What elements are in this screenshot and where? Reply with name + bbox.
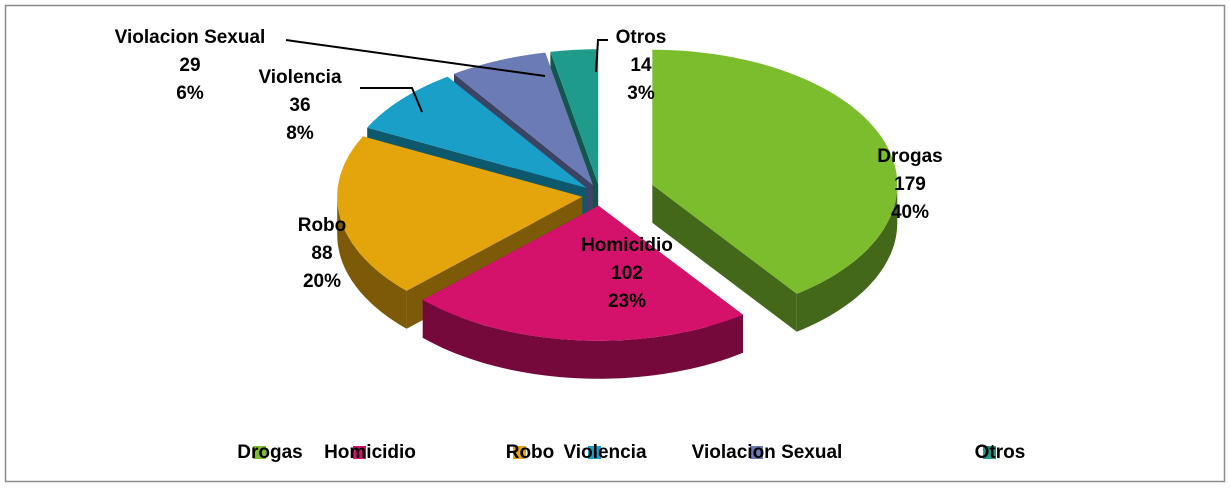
slice-wall xyxy=(422,299,743,379)
slice-side xyxy=(652,184,797,332)
data-label-percent: 23% xyxy=(608,291,646,312)
data-label-name: Drogas xyxy=(877,146,942,167)
slice-wall xyxy=(796,184,898,332)
legend-label: Violencia xyxy=(563,442,647,463)
data-label-name: Otros xyxy=(616,27,667,48)
leader-line xyxy=(595,39,608,73)
slice xyxy=(550,49,599,185)
legend-label: Violacion Sexual xyxy=(692,442,843,463)
data-label-value: 36 xyxy=(289,95,310,116)
data-label-value: 29 xyxy=(179,55,200,76)
legend-label: Drogas xyxy=(237,442,302,463)
data-label-name: Violacion Sexual xyxy=(115,27,266,48)
data-label-name: Violencia xyxy=(258,67,342,88)
slice xyxy=(367,76,587,188)
data-label-percent: 6% xyxy=(176,83,204,104)
slice-wall xyxy=(337,196,407,329)
data-label-value: 88 xyxy=(311,243,332,264)
legend-swatch xyxy=(588,446,601,459)
slice xyxy=(422,205,743,341)
leader-line xyxy=(285,39,546,77)
legend-label: Otros xyxy=(975,442,1026,463)
legend-swatch xyxy=(750,446,763,459)
legend-swatch xyxy=(353,446,366,459)
data-label-name: Homicidio xyxy=(581,235,673,256)
slice xyxy=(454,52,593,186)
data-label-percent: 3% xyxy=(627,83,655,104)
data-label-value: 14 xyxy=(630,55,652,76)
legend-label: Robo xyxy=(506,442,555,463)
data-label-value: 179 xyxy=(894,174,926,195)
slice xyxy=(652,49,898,294)
legend-label: Homicidio xyxy=(324,442,416,463)
data-label-percent: 20% xyxy=(303,271,341,292)
slice xyxy=(337,136,583,291)
data-label-name: Robo xyxy=(298,215,347,236)
legend-swatch xyxy=(253,446,266,459)
legend-swatch xyxy=(983,446,996,459)
data-label-value: 102 xyxy=(611,263,643,284)
legend-swatch xyxy=(513,446,526,459)
leader-line xyxy=(360,87,423,113)
data-label-percent: 40% xyxy=(891,202,929,223)
data-label-percent: 8% xyxy=(286,123,314,144)
